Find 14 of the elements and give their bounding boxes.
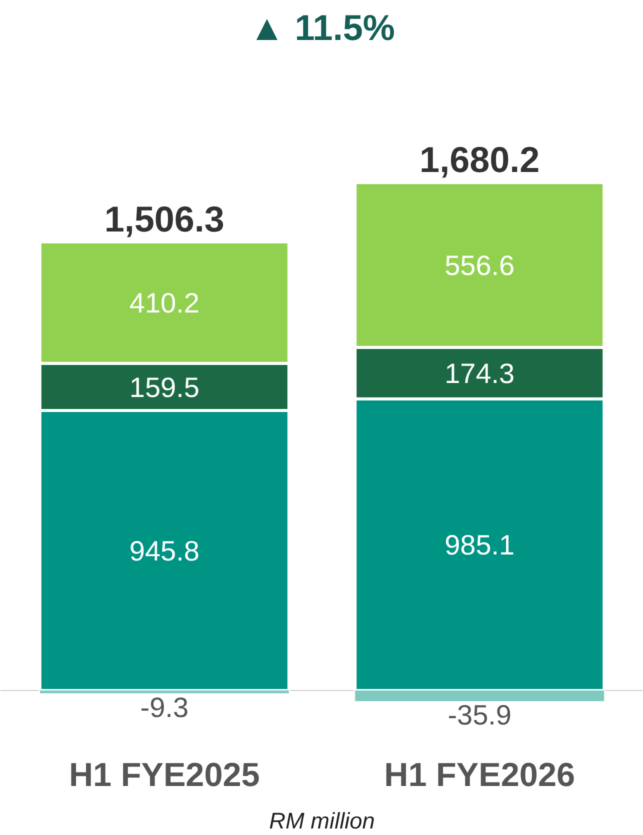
data-label: 159.5 — [129, 372, 200, 403]
x-tick-label: H1 FYE2026 — [384, 757, 576, 794]
data-label: 174.3 — [444, 358, 515, 390]
data-label: 985.1 — [444, 530, 515, 561]
data-label: 410.2 — [129, 288, 200, 319]
data-label: 556.6 — [444, 250, 515, 281]
x-axis-title: RM million — [269, 808, 375, 834]
total-label: 1,680.2 — [420, 139, 540, 180]
x-tick-label: H1 FYE2025 — [68, 757, 260, 794]
data-label: -35.9 — [448, 700, 512, 731]
chart-title: ▲ 11.5% — [249, 7, 395, 48]
total-label: 1,506.3 — [104, 198, 224, 240]
data-label: -9.3 — [140, 692, 189, 723]
data-label: 945.8 — [129, 536, 200, 567]
